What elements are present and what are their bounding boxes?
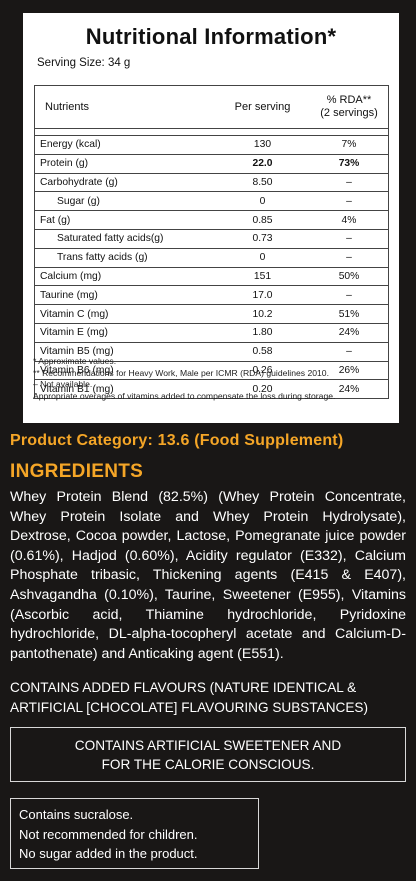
table-row: Vitamin C (mg) 10.2 51% (35, 305, 388, 324)
ingredients-text: Whey Protein Blend (82.5%) (Whey Protein… (10, 489, 406, 662)
header-spacer (35, 129, 388, 136)
nutrient-rda: 7% (341, 139, 357, 151)
header-rda-line1: % RDA** (326, 94, 372, 106)
flavours-statement: CONTAINS ADDED FLAVOURS (NATURE IDENTICA… (10, 680, 369, 715)
nutrient-name: Vitamin B1 (mg) (40, 383, 114, 395)
nutrient-rda: – (346, 176, 352, 188)
nutrient-value: 151 (253, 270, 272, 282)
nutrient-value: 8.50 (252, 176, 273, 188)
nutrient-rda: 24% (338, 383, 360, 395)
nutrient-name: Vitamin B5 (mg) (40, 346, 114, 358)
footnotes: * Approximate values. ** Recommendations… (33, 356, 393, 402)
footnote: ** Recommendations for Heavy Work, Male … (33, 367, 329, 378)
nutrient-value: 22.0 (252, 158, 273, 170)
warning-line: No sugar added in the product. (19, 846, 198, 861)
nutrient-rda: – (346, 289, 352, 301)
table-row: Vitamin B1 (mg) 0.20 24% (35, 380, 388, 398)
table-row: Trans fatty acids (g) 0 – (35, 249, 388, 268)
nutrition-title: Nutritional Information* (85, 24, 337, 49)
nutrient-rda: – (346, 346, 352, 358)
nutrient-name: Protein (g) (40, 158, 89, 170)
nutrient-rda: – (346, 233, 352, 245)
sweetener-box: CONTAINS ARTIFICIAL SWEETENER AND FOR TH… (10, 727, 406, 782)
nutrient-rda: 73% (338, 158, 360, 170)
nutrient-value: 0.58 (252, 346, 273, 358)
warning-line: Not recommended for children. (19, 826, 198, 842)
nutrient-name: Vitamin C (mg) (40, 308, 109, 320)
table-row: Saturated fatty acids(g) 0.73 – (35, 230, 388, 249)
nutrient-name: Calcium (mg) (40, 270, 102, 282)
nutrient-value: 130 (253, 139, 272, 151)
footnote: – Not available. (33, 379, 93, 389)
nutrient-name: Carbohydrate (g) (40, 176, 118, 188)
nutrient-value: 10.2 (252, 308, 273, 320)
table-row: Vitamin E (mg) 1.80 24% (35, 324, 388, 343)
warning-line: Contains sucralose. (19, 807, 134, 822)
sweetener-line: CONTAINS ARTIFICIAL SWEETENER AND (74, 737, 342, 753)
ingredients-title: INGREDIENTS (10, 461, 144, 482)
footnote: Appropriate overages of vitamins added t… (33, 390, 336, 401)
nutrient-name: Trans fatty acids (g) (57, 252, 148, 264)
table-row: Carbohydrate (g) 8.50 – (35, 174, 388, 193)
table-row: Vitamin B5 (mg) 0.58 – (35, 343, 388, 362)
header-rda-line2: (2 servings) (320, 107, 378, 119)
header-per-serving: Per serving (234, 101, 291, 113)
header-rda: % RDA** (2 servings) (310, 94, 388, 120)
nutrient-value: 0.20 (252, 383, 273, 395)
table-row: Fat (g) 0.85 4% (35, 211, 388, 230)
nutrient-name: Sugar (g) (57, 195, 100, 207)
product-category: Product Category: 13.6 (Food Supplement) (10, 432, 344, 449)
nutrient-name: Taurine (mg) (40, 289, 98, 301)
nutrient-rda: – (346, 195, 352, 207)
nutrient-rda: 26% (338, 364, 360, 376)
table-row: Calcium (mg) 151 50% (35, 268, 388, 287)
table-row: Taurine (mg) 17.0 – (35, 286, 388, 306)
nutrition-table: Nutrients Per serving % RDA** (2 serving… (34, 85, 389, 400)
nutrient-name: Energy (kcal) (40, 139, 101, 151)
nutrient-value: 17.0 (252, 289, 273, 301)
nutrient-value: 0 (259, 195, 266, 207)
nutrient-name: Saturated fatty acids(g) (57, 233, 164, 245)
nutrient-name: Fat (g) (40, 214, 71, 226)
nutrient-name: Vitamin E (mg) (40, 327, 108, 339)
table-row: Energy (kcal) 130 7% (35, 136, 388, 155)
table-row: Sugar (g) 0 – (35, 192, 388, 212)
nutrient-value: 0 (259, 252, 266, 264)
table-header: Nutrients Per serving % RDA** (2 serving… (35, 86, 388, 129)
header-nutrients: Nutrients (45, 101, 90, 113)
nutrient-value: 0.73 (252, 233, 273, 245)
table-row: Protein (g) 22.0 73% (35, 155, 388, 174)
nutrient-rda: 4% (341, 214, 357, 226)
nutrient-value: 0.85 (252, 214, 273, 226)
nutrient-name: Vitamin B6 (mg) (40, 364, 114, 376)
nutrient-value: 0.26 (252, 364, 273, 376)
nutrient-value: 1.80 (252, 327, 273, 339)
nutrient-rda: 50% (338, 270, 360, 282)
nutrient-rda: 24% (338, 327, 360, 339)
nutrient-rda: 51% (338, 308, 360, 320)
nutrient-rda: – (346, 252, 352, 264)
table-row: Vitamin B6 (mg) 0.26 26% (35, 362, 388, 381)
nutrition-panel: Nutritional Information* Serving Size: 3… (23, 13, 399, 423)
sweetener-line: FOR THE CALORIE CONSCIOUS. (101, 756, 315, 772)
warning-box: Contains sucralose. Not recommended for … (10, 798, 259, 869)
serving-size: Serving Size: 34 g (37, 57, 131, 69)
footnote: * Approximate values. (33, 356, 117, 366)
